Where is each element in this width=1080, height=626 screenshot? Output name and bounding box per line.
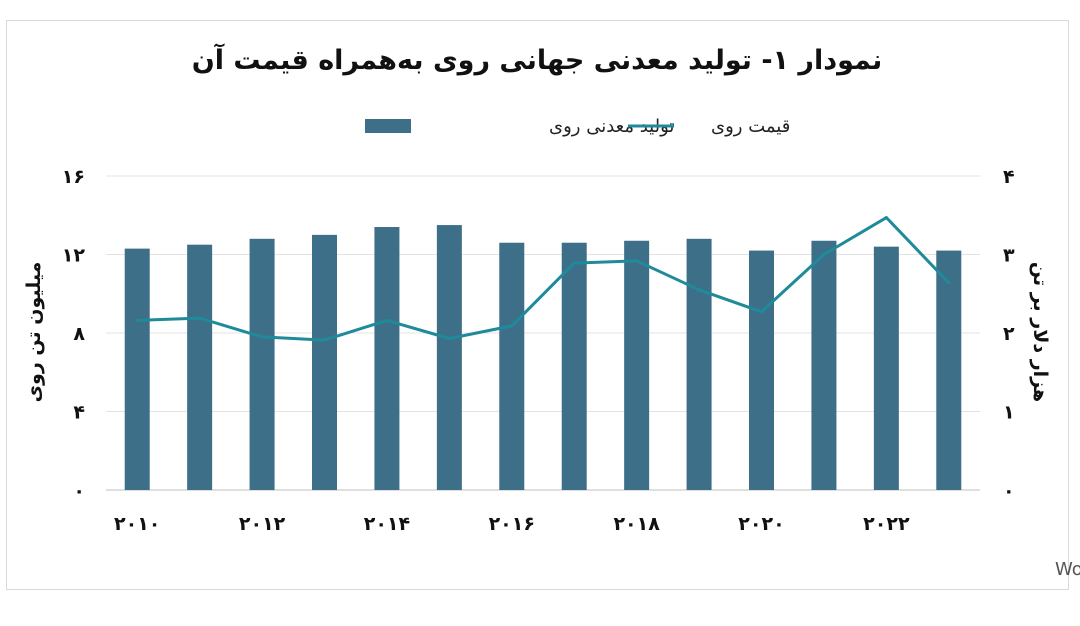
bar [312, 234, 337, 490]
x-tick-label: ۲۰۱۰ [114, 513, 160, 535]
x-tick-label: ۲۰۱۴ [364, 513, 410, 535]
bar [686, 238, 712, 490]
bar [811, 240, 837, 490]
bar [561, 242, 587, 490]
legend-bar-swatch [365, 119, 411, 133]
line-point [697, 288, 701, 292]
x-tick-label: ۲۰۱۲ [239, 513, 286, 535]
bar [936, 250, 962, 490]
bar [436, 225, 462, 490]
line-point [947, 281, 951, 285]
right-tick-label: ۱ [1003, 402, 1015, 424]
left-tick-label: ۸ [73, 323, 85, 345]
left-tick-label: ۴ [73, 402, 85, 424]
line-point [884, 216, 888, 220]
bar [374, 227, 400, 490]
right-tick-label: ۳ [1003, 245, 1015, 267]
bar [124, 248, 150, 490]
left-axis-label: میلیون تن روی [23, 262, 45, 403]
gridlines [106, 175, 980, 491]
line-point [822, 253, 826, 256]
left-axis-ticks: ۰ ۴ ۸ ۱۲ ۱۶ [62, 166, 86, 502]
x-tick-label: ۲۰۲۰ [738, 513, 784, 535]
bar [249, 238, 275, 490]
right-axis-label: هزار دلار بر تن [1029, 262, 1051, 402]
bar [749, 250, 774, 490]
line-point [447, 336, 451, 340]
x-tick-label: ۲۰۱۸ [613, 513, 660, 535]
x-tick-label: ۲۰۲۲ [863, 513, 910, 535]
right-tick-label: ۴ [1003, 166, 1015, 188]
line-point [135, 318, 139, 322]
bar [624, 240, 650, 490]
bar-series [124, 225, 962, 490]
legend-line-label: قیمت روی [711, 116, 790, 137]
right-tick-label: ۲ [1003, 323, 1015, 345]
x-axis-ticks: ۲۰۱۰ ۲۰۱۲ ۲۰۱۴ ۲۰۱۶ ۲۰۱۸ ۲۰۲۰ ۲۰۲۲ [114, 513, 910, 535]
line-point [260, 335, 264, 339]
bar [873, 246, 899, 490]
line-point [572, 261, 576, 265]
left-tick-label: ۰ [73, 480, 85, 502]
line-point [385, 318, 389, 322]
right-tick-label: ۰ [1003, 480, 1015, 502]
line-point [635, 259, 639, 263]
legend-bar-label: تولید معدنی روی [549, 116, 674, 137]
line-point [323, 338, 326, 342]
line-series [135, 216, 951, 342]
bar [499, 242, 525, 490]
line-point [760, 310, 763, 314]
source-note: منبع: ILZSG و World Bank [1055, 559, 1080, 580]
line-point [198, 316, 202, 320]
x-tick-label: ۲۰۱۶ [489, 513, 535, 535]
left-tick-label: ۱۲ [62, 245, 86, 267]
right-axis-ticks: ۰ ۱ ۲ ۳ ۴ [1003, 166, 1015, 502]
chart-title: نمودار ۱- تولید معدنی جهانی روی به‌همراه… [192, 43, 883, 76]
legend: تولید معدنی روی قیمت روی [365, 116, 790, 137]
left-tick-label: ۱۶ [62, 166, 85, 188]
bar [187, 244, 213, 490]
line-point [510, 324, 514, 328]
price-line-path [137, 216, 950, 342]
